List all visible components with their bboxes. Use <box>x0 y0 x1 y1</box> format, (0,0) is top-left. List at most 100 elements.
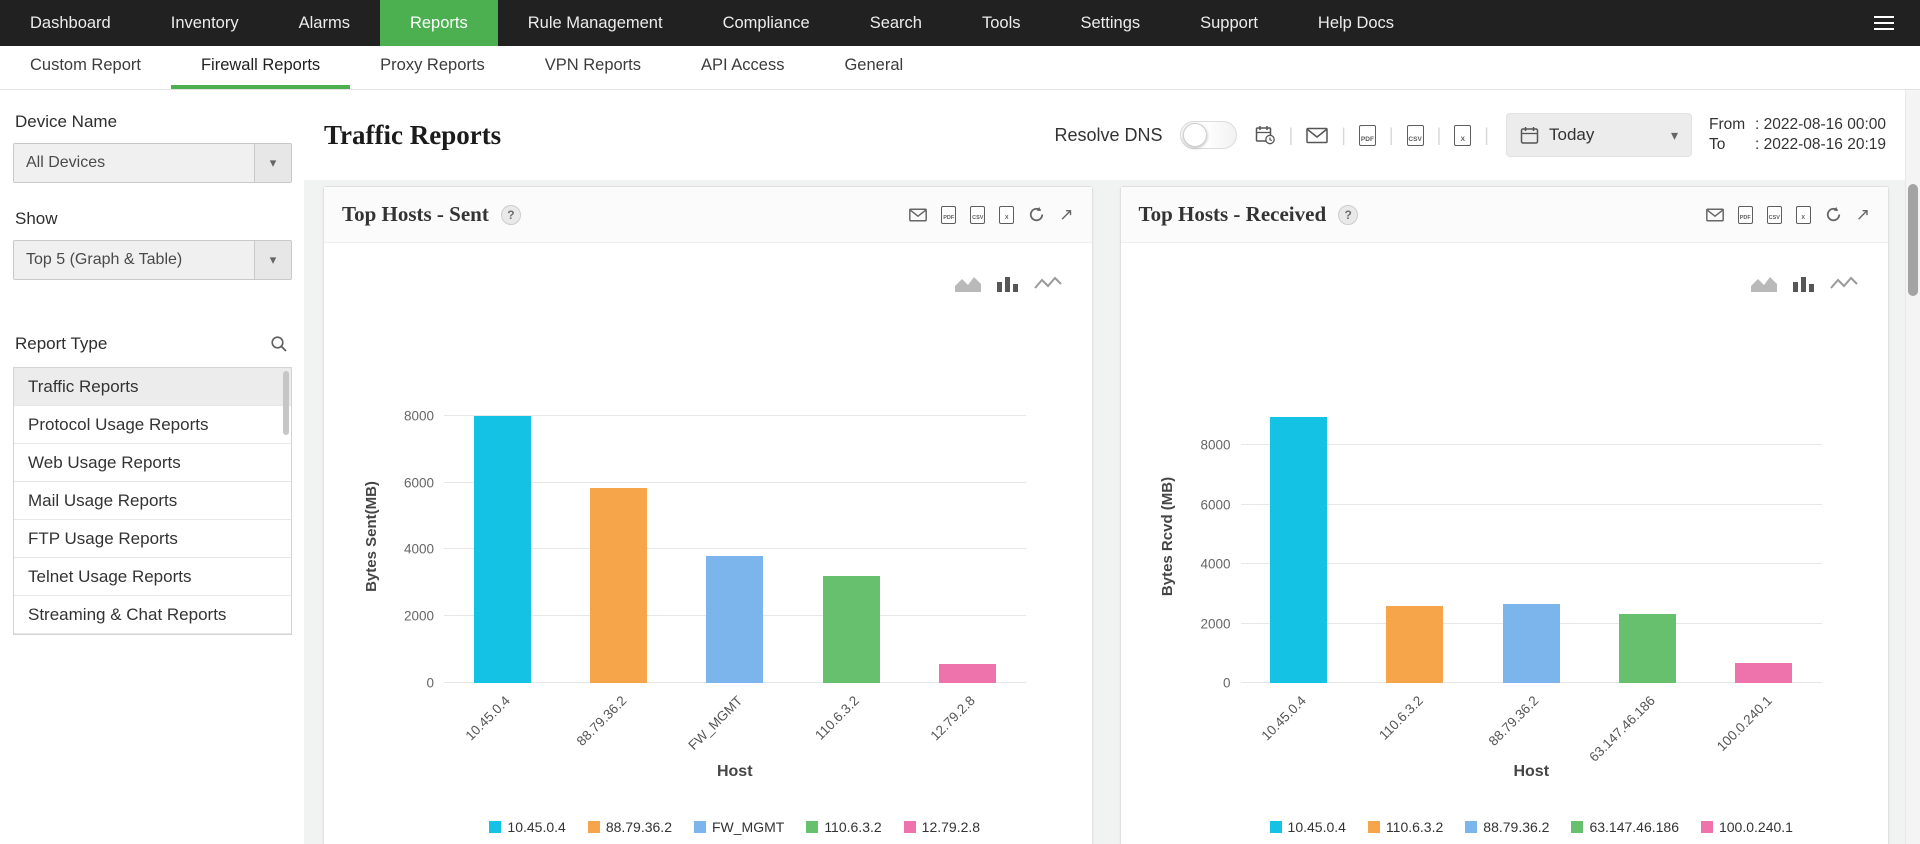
nav-item-help-docs[interactable]: Help Docs <box>1317 13 1395 32</box>
tab-api-access[interactable]: API Access <box>701 56 785 74</box>
pdf-export-icon[interactable]: PDF <box>1737 205 1753 224</box>
tab-custom-report[interactable]: Custom Report <box>30 56 141 74</box>
popout-icon[interactable]: ↗ <box>1855 205 1870 224</box>
email-icon[interactable] <box>1705 208 1724 222</box>
bar-100.0.240.1[interactable] <box>1735 662 1793 683</box>
refresh-icon[interactable] <box>1028 206 1045 223</box>
report-type-streaming-chat[interactable]: Streaming & Chat Reports <box>14 596 291 634</box>
to-value: : 2022-08-16 20:19 <box>1754 136 1886 153</box>
xls-export-icon[interactable]: X <box>999 205 1015 224</box>
hamburger-menu-button[interactable] <box>1848 0 1920 46</box>
list-scrollbar-thumb[interactable] <box>283 371 289 435</box>
legend-item[interactable]: 12.79.2.8 <box>903 819 980 835</box>
show-select[interactable]: Top 5 (Graph & Table) ▾ <box>13 240 292 280</box>
report-type-telnet-usage[interactable]: Telnet Usage Reports <box>14 558 291 596</box>
xls-export-icon[interactable]: X <box>1454 124 1472 146</box>
bar-chart-icon[interactable] <box>996 275 1020 293</box>
legend-item[interactable]: 110.6.3.2 <box>1367 819 1443 835</box>
pdf-file-icon: PDF <box>941 205 957 224</box>
bar-63.147.46.186[interactable] <box>1619 613 1677 683</box>
device-select[interactable]: All Devices ▾ <box>13 143 292 183</box>
report-type-web-usage[interactable]: Web Usage Reports <box>14 444 291 482</box>
bar-12.79.2.8[interactable] <box>938 664 996 683</box>
tab-vpn-reports[interactable]: VPN Reports <box>544 56 642 74</box>
legend-item[interactable]: 110.6.3.2 <box>806 819 882 835</box>
nav-item-compliance[interactable]: Compliance <box>722 13 810 32</box>
resolve-dns-toggle[interactable] <box>1179 121 1237 149</box>
report-type-protocol-usage[interactable]: Protocol Usage Reports <box>14 406 291 444</box>
csv-export-icon[interactable]: CSV <box>1766 205 1782 224</box>
legend-swatch <box>489 821 502 833</box>
bar-110.6.3.2[interactable] <box>1386 605 1444 683</box>
nav-item-support[interactable]: Support <box>1200 13 1258 32</box>
bar-10.45.0.4[interactable] <box>1270 417 1328 683</box>
nav-item-tools[interactable]: Tools <box>981 13 1021 32</box>
report-type-ftp-usage[interactable]: FTP Usage Reports <box>14 520 291 558</box>
legend-item[interactable]: 10.45.0.4 <box>489 819 566 835</box>
bar-110.6.3.2[interactable] <box>822 576 880 683</box>
csv-export-icon[interactable]: CSV <box>1406 124 1424 146</box>
xls-export-icon[interactable]: X <box>1795 205 1811 224</box>
line-chart-icon[interactable] <box>1830 275 1858 293</box>
legend-swatch <box>1700 821 1713 833</box>
vertical-scrollbar[interactable] <box>1905 90 1920 844</box>
tab-general[interactable]: General <box>844 56 904 74</box>
pdf-export-icon[interactable]: PDF <box>1358 124 1376 146</box>
csv-file-icon: CSV <box>970 205 986 224</box>
report-type-list: Traffic Reports Protocol Usage Reports W… <box>13 367 292 635</box>
x-axis-title: Host <box>716 763 753 780</box>
bar-chart-icon[interactable] <box>1792 275 1816 293</box>
legend-label: 63.147.46.186 <box>1589 819 1679 835</box>
email-icon[interactable] <box>1306 127 1328 144</box>
xls-file-icon: X <box>999 205 1015 224</box>
scrollbar-thumb[interactable] <box>1908 184 1918 296</box>
email-icon[interactable] <box>909 208 928 222</box>
legend-swatch <box>693 821 706 833</box>
legend-item[interactable]: 100.0.240.1 <box>1700 819 1793 835</box>
bar-10.45.0.4[interactable] <box>473 416 531 683</box>
bar-chart: Bytes Sent(MB) 0 2000 4000 6000 8000 10.45.0… <box>354 389 1062 835</box>
pdf-export-icon[interactable]: PDF <box>941 205 957 224</box>
tab-proxy-reports[interactable]: Proxy Reports <box>380 56 485 74</box>
tab-firewall-reports[interactable]: Firewall Reports <box>170 46 351 89</box>
x-labels: 10.45.0.4 88.79.36.2 FW_MGMT 110.6.3.2 12.79… <box>444 683 1026 763</box>
x-tick-label: 10.45.0.4 <box>1258 693 1310 744</box>
help-icon[interactable]: ? <box>500 204 521 225</box>
show-select-value: Top 5 (Graph & Table) <box>26 251 183 268</box>
legend-item[interactable]: FW_MGMT <box>693 819 784 835</box>
csv-export-icon[interactable]: CSV <box>970 205 986 224</box>
bars <box>444 389 1026 683</box>
nav-item-alarms[interactable]: Alarms <box>298 13 350 32</box>
schedule-report-icon[interactable] <box>1254 124 1276 146</box>
help-icon[interactable]: ? <box>1338 204 1359 225</box>
legend-item[interactable]: 88.79.36.2 <box>1465 819 1549 835</box>
report-type-mail-usage[interactable]: Mail Usage Reports <box>14 482 291 520</box>
report-toolbar: Traffic Reports Resolve DNS <box>304 90 1920 180</box>
search-icon[interactable] <box>270 335 288 353</box>
bar-88.79.36.2[interactable] <box>589 488 647 683</box>
refresh-icon[interactable] <box>1825 206 1842 223</box>
area-chart-icon[interactable] <box>1750 275 1778 293</box>
xls-file-icon: X <box>1454 124 1472 146</box>
legend-label: 10.45.0.4 <box>507 819 566 835</box>
area-chart-icon[interactable] <box>954 275 982 293</box>
line-chart-icon[interactable] <box>1033 275 1062 293</box>
legend-item[interactable]: 88.79.36.2 <box>587 819 672 835</box>
nav-item-inventory[interactable]: Inventory <box>170 13 239 32</box>
separator: | <box>1484 124 1489 145</box>
nav-item-settings[interactable]: Settings <box>1080 13 1141 32</box>
nav-item-rule-management[interactable]: Rule Management <box>527 13 663 32</box>
date-range-select[interactable]: Today ▾ <box>1505 113 1692 157</box>
nav-item-reports[interactable]: Reports <box>379 0 498 46</box>
plot-area: 0 2000 4000 6000 8000 <box>404 389 1026 691</box>
popout-icon[interactable]: ↗ <box>1059 205 1074 224</box>
y-tick-label: 0 <box>426 675 434 691</box>
hamburger-icon <box>1874 16 1894 30</box>
nav-item-dashboard[interactable]: Dashboard <box>30 13 111 32</box>
report-type-traffic[interactable]: Traffic Reports <box>14 368 291 406</box>
legend-item[interactable]: 63.147.46.186 <box>1571 819 1679 835</box>
bar-88.79.36.2[interactable] <box>1502 604 1560 683</box>
legend-item[interactable]: 10.45.0.4 <box>1269 819 1346 835</box>
nav-item-search[interactable]: Search <box>869 13 922 32</box>
bar-FW_MGMT[interactable] <box>706 556 764 683</box>
